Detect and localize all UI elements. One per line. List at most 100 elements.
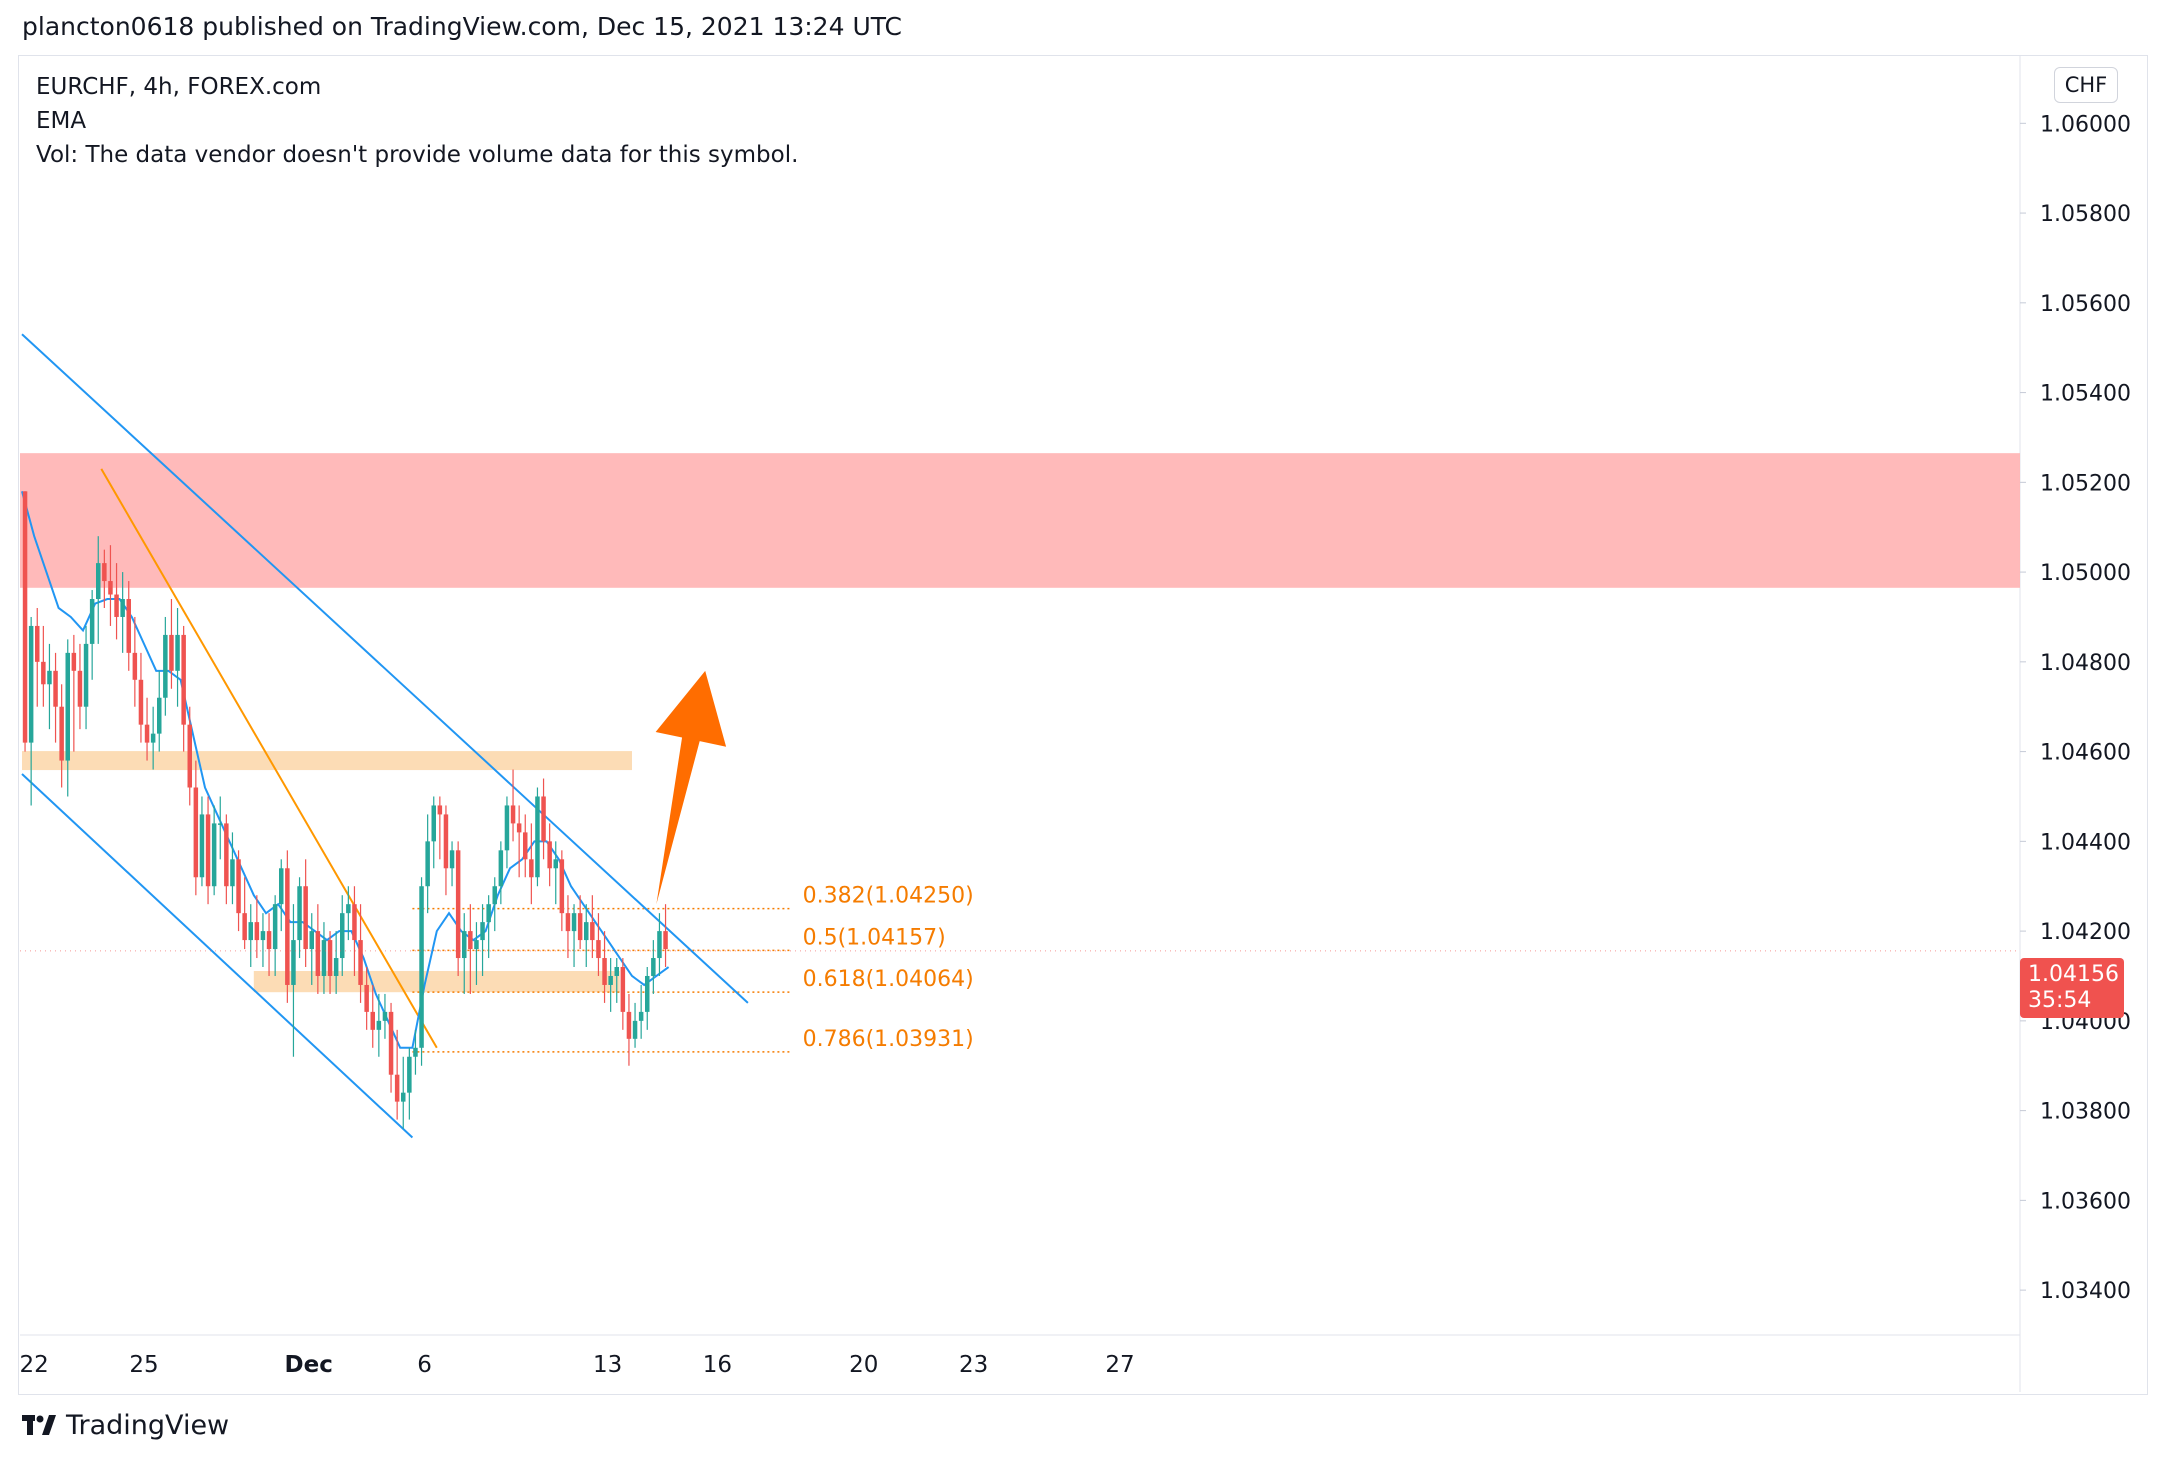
price-tick-label: 1.05000 bbox=[2040, 561, 2131, 586]
support-zone-2 bbox=[253, 970, 620, 993]
candle-body bbox=[169, 634, 174, 671]
candle-body bbox=[577, 913, 583, 941]
fib-level-label-2: 0.5(1.04157) bbox=[803, 925, 946, 950]
trendline-channel-lower bbox=[21, 773, 414, 1139]
chart-legend: EURCHF, 4h, FOREX.com EMA Vol: The data … bbox=[36, 70, 798, 172]
candle-body bbox=[553, 859, 558, 869]
candle-body bbox=[71, 652, 77, 671]
candle-body bbox=[480, 922, 485, 941]
candle-body bbox=[541, 796, 546, 842]
candle-body bbox=[584, 922, 589, 941]
candle-body bbox=[413, 1047, 418, 1057]
current-price: 1.04156 bbox=[2028, 962, 2119, 987]
forecast-arrow bbox=[655, 670, 727, 905]
candle-body bbox=[382, 1011, 388, 1021]
fib-level-label-4: 0.786(1.03931) bbox=[803, 1027, 974, 1052]
candle-body bbox=[321, 940, 327, 976]
candle-body bbox=[626, 1011, 632, 1039]
candle-body bbox=[327, 940, 333, 976]
candle-body bbox=[47, 670, 52, 685]
candle-body bbox=[303, 886, 308, 950]
candle-body bbox=[419, 886, 424, 1048]
ema-indicator-label[interactable]: EMA bbox=[36, 108, 87, 134]
candle-body bbox=[394, 1074, 400, 1102]
candle-body bbox=[150, 733, 156, 743]
candle-body bbox=[41, 661, 46, 685]
candle-body bbox=[242, 913, 247, 941]
candle-body bbox=[645, 975, 650, 1012]
time-tick-label: 6 bbox=[417, 1352, 432, 1378]
chart-panel[interactable] bbox=[18, 55, 2148, 1395]
candle-body bbox=[632, 1020, 638, 1039]
candle-body bbox=[559, 859, 565, 914]
candle-body bbox=[254, 922, 260, 941]
candle-body bbox=[462, 931, 467, 959]
price-tick-label: 1.03400 bbox=[2040, 1279, 2131, 1304]
trendline-channel-upper bbox=[21, 333, 749, 1004]
candle-body bbox=[425, 841, 430, 887]
candle-body bbox=[205, 814, 211, 887]
candle-body bbox=[364, 984, 369, 1012]
candle-body bbox=[96, 563, 101, 600]
time-tick-label: 27 bbox=[1105, 1352, 1134, 1378]
candle-body bbox=[266, 931, 272, 950]
candle-body bbox=[455, 850, 461, 959]
candle-body bbox=[608, 975, 613, 985]
volume-notice: Vol: The data vendor doesn't provide vol… bbox=[36, 142, 799, 168]
candle-body bbox=[279, 868, 284, 905]
symbol-info[interactable]: EURCHF, 4h, FOREX.com bbox=[36, 74, 322, 100]
candle-body bbox=[492, 886, 497, 905]
candle-body bbox=[376, 1020, 382, 1030]
price-tick-label: 1.03800 bbox=[2040, 1100, 2131, 1125]
currency-button[interactable]: CHF bbox=[2054, 67, 2118, 103]
candle-body bbox=[77, 670, 83, 707]
candle-body bbox=[53, 670, 58, 707]
candle-body bbox=[309, 931, 314, 950]
time-tick-label: Dec bbox=[285, 1352, 333, 1378]
bar-countdown: 35:54 bbox=[2028, 988, 2092, 1013]
candle-body bbox=[333, 958, 339, 976]
candle-body bbox=[620, 967, 626, 1012]
candle-body bbox=[449, 850, 455, 869]
candle-body bbox=[157, 697, 162, 734]
candle-body bbox=[126, 599, 131, 653]
candle-body bbox=[291, 940, 296, 985]
time-tick-label: 23 bbox=[959, 1352, 988, 1378]
candle-body bbox=[474, 940, 479, 950]
candle-body bbox=[248, 922, 253, 941]
time-tick-label: 20 bbox=[849, 1352, 878, 1378]
candle-body bbox=[638, 1011, 644, 1021]
time-tick-label: 16 bbox=[703, 1352, 732, 1378]
candle-body bbox=[132, 652, 138, 680]
candle-body bbox=[523, 832, 528, 860]
current-price-tag: 1.04156 35:54 bbox=[2020, 958, 2124, 1018]
candle-body bbox=[175, 634, 180, 671]
price-tick-label: 1.04800 bbox=[2040, 651, 2131, 676]
candle-body bbox=[340, 913, 345, 959]
candle-body bbox=[437, 805, 443, 815]
candle-body bbox=[102, 563, 107, 582]
candle-body bbox=[138, 679, 144, 725]
candle-body bbox=[602, 958, 607, 985]
price-tick-label: 1.05400 bbox=[2040, 382, 2131, 407]
footer-brand[interactable]: TradingView bbox=[22, 1410, 229, 1441]
candle-body bbox=[596, 940, 601, 959]
resistance-zone bbox=[20, 453, 2020, 588]
price-tick-label: 1.05600 bbox=[2040, 292, 2131, 317]
candle-body bbox=[315, 931, 321, 976]
price-tick-label: 1.04600 bbox=[2040, 741, 2131, 766]
candle-body bbox=[285, 868, 290, 985]
support-zone-1 bbox=[22, 751, 632, 771]
candle-body bbox=[114, 594, 119, 617]
candle-body bbox=[346, 904, 351, 914]
candle-body bbox=[297, 886, 302, 941]
candle-body bbox=[565, 913, 571, 932]
candle-body bbox=[370, 1011, 375, 1030]
candle-body bbox=[388, 1011, 394, 1075]
candle-body bbox=[59, 706, 64, 761]
candle-body bbox=[657, 931, 662, 959]
candle-body bbox=[547, 841, 552, 869]
price-tick-label: 1.05800 bbox=[2040, 202, 2131, 227]
price-tick-label: 1.04200 bbox=[2040, 920, 2131, 945]
